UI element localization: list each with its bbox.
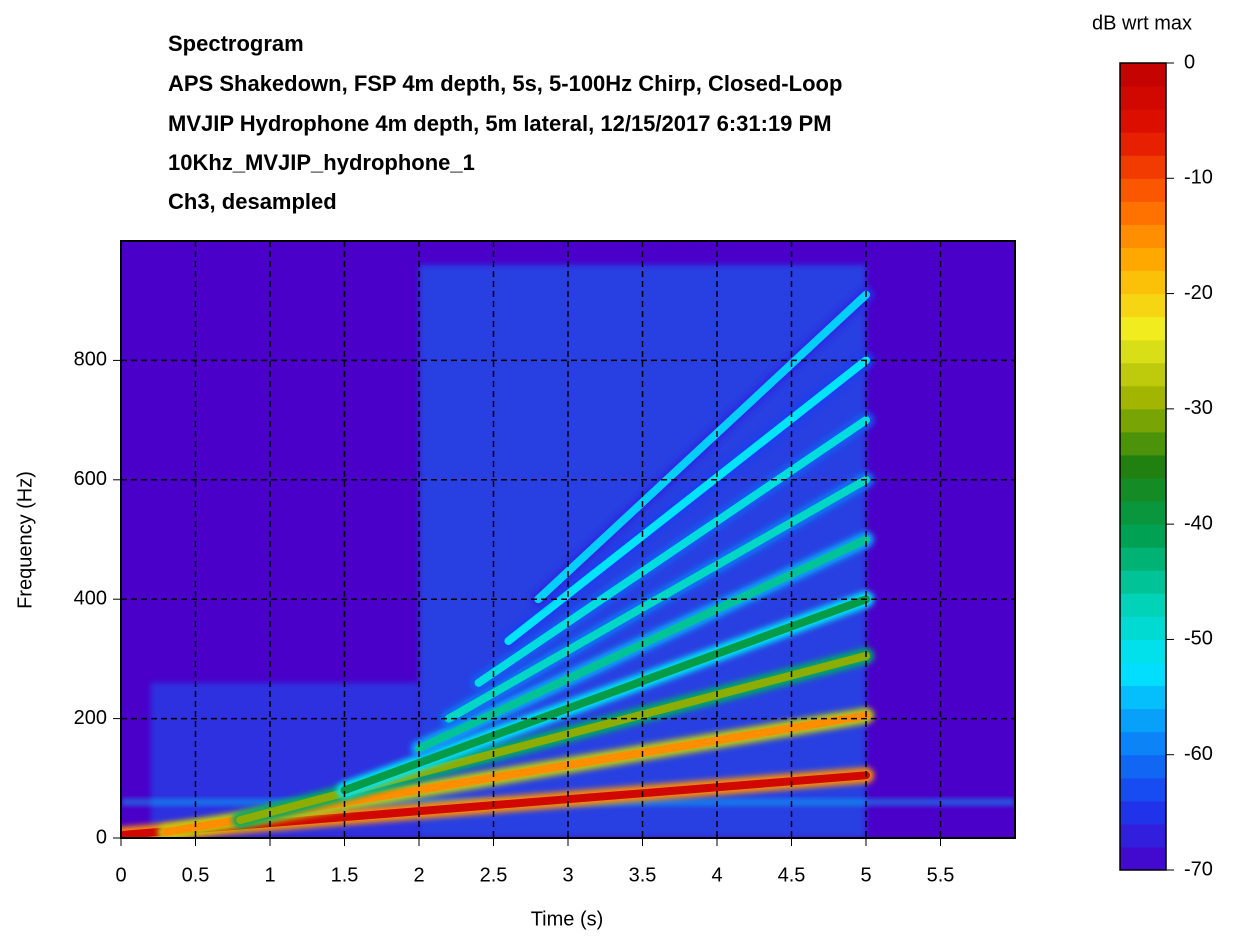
colorbar-step	[1120, 616, 1166, 640]
colorbar-step	[1120, 408, 1166, 433]
colorbar-tick-label: -70	[1184, 858, 1213, 880]
title-line: MVJIP Hydrophone 4m depth, 5m lateral, 1…	[168, 111, 832, 136]
colorbar-step	[1120, 362, 1166, 387]
colorbar-step	[1120, 846, 1166, 871]
colorbar-tick-label: -20	[1184, 282, 1213, 304]
colorbar-step	[1120, 454, 1166, 479]
colorbar-step	[1120, 132, 1166, 156]
colorbar-tick-label: -40	[1184, 512, 1213, 534]
x-tick-label: 5	[860, 864, 871, 886]
colorbar-tick-label: -60	[1184, 743, 1213, 765]
colorbar-tick-label: -10	[1184, 167, 1213, 189]
colorbar-step	[1120, 800, 1166, 825]
colorbar-step	[1120, 478, 1166, 502]
colorbar-tick-label: -50	[1184, 628, 1213, 650]
harmonic	[534, 290, 870, 604]
colorbar-step	[1120, 339, 1166, 364]
colorbar-step	[1120, 86, 1166, 110]
x-tick-label: 2.5	[480, 864, 508, 886]
colorbar-step	[1120, 708, 1166, 733]
plot-frame	[120, 240, 1016, 839]
colorbar-step	[1120, 662, 1166, 687]
colorbar-step	[1120, 270, 1166, 295]
y-tick-label: 600	[74, 468, 107, 490]
y-tick-label: 800	[74, 349, 107, 371]
colorbar-step	[1120, 501, 1166, 525]
colorbar-step	[1120, 431, 1166, 456]
y-axis-label: Frequency (Hz)	[14, 471, 36, 609]
x-tick-label: 3	[562, 864, 573, 886]
colorbar-step	[1120, 247, 1166, 272]
colorbar-step	[1120, 224, 1166, 248]
colorbar-tick-label: -30	[1184, 397, 1213, 419]
y-tick-label: 400	[74, 587, 107, 609]
colorbar-step	[1120, 731, 1166, 756]
colorbar-step	[1120, 547, 1166, 571]
x-tick-label: 4	[711, 864, 722, 886]
colorbar-label: dB wrt max	[1092, 12, 1192, 34]
title-line: Spectrogram	[168, 31, 304, 56]
x-tick-label: 4.5	[778, 864, 806, 886]
overlay: 0 0.5 1 1.5 2 2.5 3 3.5 4 4.5 5 5.5 0 200 400 600 800 0 -1…	[74, 51, 1213, 886]
harmonic	[340, 595, 870, 795]
colorbar-step	[1120, 109, 1166, 133]
colorbar-tick-label: 0	[1184, 51, 1195, 73]
colorbar-step	[1120, 685, 1166, 710]
colorbar-step	[1120, 178, 1166, 202]
y-tick-label: 200	[74, 707, 107, 729]
colorbar-step	[1120, 639, 1166, 663]
colorbar-step	[1120, 593, 1166, 617]
colorbar-step	[1120, 201, 1166, 225]
colorbar-step	[1120, 63, 1166, 87]
colorbar-step	[1120, 754, 1166, 779]
x-axis-label: Time (s)	[531, 908, 604, 930]
x-tick-label: 1	[264, 864, 275, 886]
x-tick-label: 5.5	[927, 864, 955, 886]
colorbar-step	[1120, 293, 1166, 318]
harmonic	[444, 475, 870, 723]
colorbar-step	[1120, 316, 1166, 341]
colorbar-step	[1120, 385, 1166, 410]
colorbar-step	[1120, 777, 1166, 802]
colorbar-step	[1120, 524, 1166, 548]
colorbar-frame	[1119, 62, 1167, 871]
x-tick-label: 3.5	[629, 864, 657, 886]
y-tick-label: 0	[96, 826, 107, 848]
harmonic	[474, 416, 870, 687]
colorbar-step	[1120, 823, 1166, 848]
x-tick-label: 1.5	[331, 864, 359, 886]
colorbar-step	[1120, 155, 1166, 179]
plot-area	[121, 241, 1015, 838]
title-line: APS Shakedown, FSP 4m depth, 5s, 5-100Hz…	[168, 71, 842, 96]
x-tick-label: 0	[115, 864, 126, 886]
colorbar-step	[1120, 570, 1166, 594]
x-tick-label: 2	[413, 864, 424, 886]
title-line: Ch3, desampled	[168, 189, 337, 214]
title-line: 10Khz_MVJIP_hydrophone_1	[168, 150, 475, 175]
x-tick-label: 0.5	[182, 864, 210, 886]
